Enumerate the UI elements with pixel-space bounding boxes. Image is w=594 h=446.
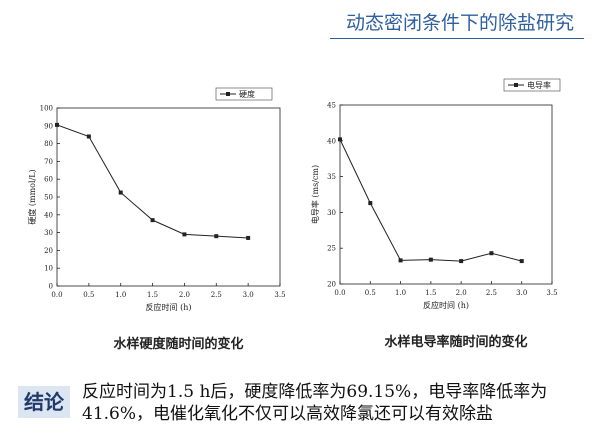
x-axis-label: 反应时间 (h) (146, 302, 192, 312)
x-tick-label: 2.0 (179, 291, 190, 299)
data-point (118, 190, 123, 195)
y-tick-label: 40 (327, 137, 336, 145)
charts: 0.0 0.5 1.0 1.5 2.0 2.5 3.0 3.5 0 10 20 30 40 50 60 70 8… (27, 78, 561, 352)
data-point (428, 257, 433, 262)
chart-caption: 水样电导率随时间的变化 (384, 334, 527, 350)
slide-title: 动态密闭条件下的除盐研究 (345, 12, 574, 34)
legend-marker (226, 92, 230, 96)
x-tick-label: 1.0 (115, 291, 126, 299)
data-point (150, 218, 155, 223)
data-point (398, 258, 403, 263)
x-tick-label: 2.5 (211, 291, 222, 299)
legend-label: 硬度 (239, 89, 255, 99)
y-tick-label: 25 (327, 245, 336, 253)
y-axis-label: 电导率 (ms/cm) (310, 165, 320, 224)
x-tick-label: 0.0 (51, 291, 62, 299)
data-point (338, 137, 342, 142)
x-tick-label: 2.5 (486, 289, 497, 297)
x-tick-label: 3.5 (274, 291, 285, 299)
y-tick-label: 10 (44, 265, 53, 273)
x-tick-label: 1.5 (425, 289, 436, 297)
x-tick-label: 0.0 (334, 289, 345, 297)
y-tick-label: 80 (44, 140, 53, 148)
y-tick-label: 35 (327, 173, 336, 181)
y-tick-label: 100 (40, 105, 53, 113)
y-tick-label: 30 (327, 209, 336, 217)
legend-box (503, 78, 561, 92)
data-point (246, 235, 251, 240)
data-point (86, 134, 91, 139)
conclusion-label: 结论 (18, 386, 70, 418)
data-point (368, 201, 373, 206)
data-point (55, 122, 59, 127)
series-line (339, 139, 522, 262)
x-tick-label: 3.0 (243, 291, 254, 299)
data-point (459, 259, 464, 264)
y-tick-label: 90 (44, 122, 53, 130)
legend-label: 电导率 (527, 80, 551, 90)
title-rule (330, 38, 584, 39)
y-tick-label: 0 (49, 283, 53, 291)
x-tick-label: 1.5 (147, 291, 158, 299)
data-point (489, 251, 494, 256)
y-tick-label: 60 (44, 176, 53, 184)
plot-frame (339, 104, 553, 285)
data-point (519, 259, 524, 264)
y-tick-label: 70 (44, 158, 53, 166)
legend-marker (514, 83, 518, 87)
y-tick-label: 50 (44, 194, 53, 202)
y-tick-label: 30 (44, 229, 53, 237)
data-point (214, 234, 219, 239)
x-tick-label: 2.0 (456, 289, 467, 297)
x-tick-label: 3.5 (546, 289, 557, 297)
x-tick-label: 1.0 (395, 289, 406, 297)
y-tick-label: 45 (327, 102, 336, 110)
chart-caption: 水样硬度随时间的变化 (113, 336, 243, 352)
y-tick-label: 20 (327, 281, 336, 289)
x-tick-label: 0.5 (83, 291, 94, 299)
legend-box (215, 87, 273, 101)
conclusion-text: 反应时间为1.5 h后，硬度降低率为69.15%，电导率降低率为41.6%，电催… (82, 382, 548, 424)
x-tick-label: 0.5 (365, 289, 376, 297)
x-tick-label: 3.0 (516, 289, 527, 297)
y-tick-label: 20 (44, 247, 53, 255)
y-axis-label: 硬度 (mmol/L) (27, 169, 37, 224)
data-point (182, 232, 187, 237)
y-tick-label: 40 (44, 211, 53, 219)
x-axis-label: 反应时间 (h) (423, 300, 469, 310)
